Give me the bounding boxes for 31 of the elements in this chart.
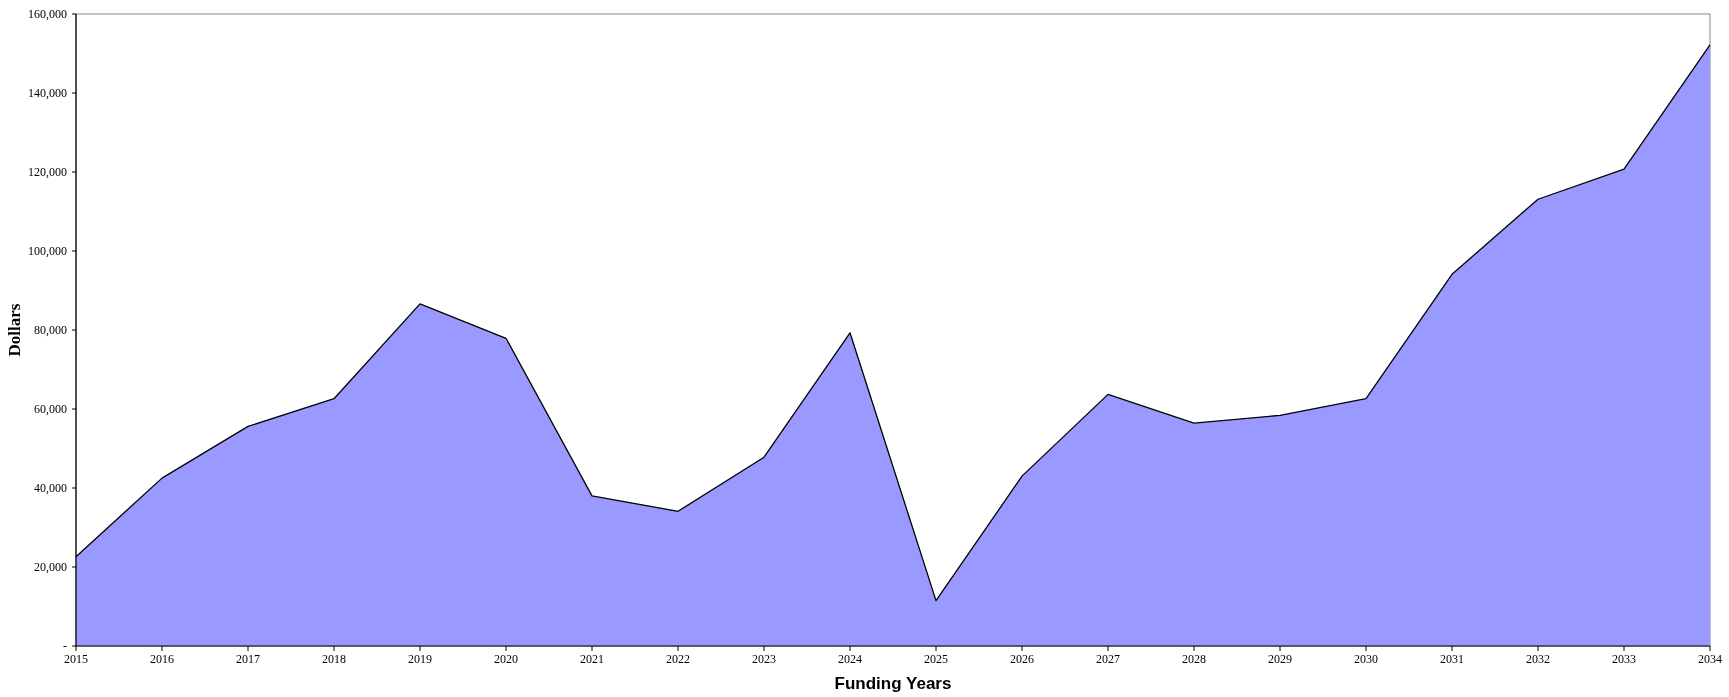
x-axis-title: Funding Years (834, 674, 952, 693)
x-tick-label: 2019 (408, 652, 432, 666)
x-tick-label: 2027 (1096, 652, 1120, 666)
x-tick-label: 2018 (322, 652, 346, 666)
x-tick-label: 2021 (580, 652, 604, 666)
x-tick-label: 2029 (1268, 652, 1292, 666)
x-tick-label: 2026 (1010, 652, 1034, 666)
y-tick-label: 160,000 (28, 7, 67, 22)
x-tick-label: 2017 (236, 652, 260, 666)
x-tick-label: 2034 (1698, 652, 1722, 666)
x-tick-label: 2032 (1526, 652, 1550, 666)
x-tick-label: 2025 (924, 652, 948, 666)
y-tick-label: 140,000 (28, 86, 67, 101)
y-tick-label: 120,000 (28, 165, 67, 180)
y-tick-label: 40,000 (34, 481, 67, 496)
x-tick-label: 2030 (1354, 652, 1378, 666)
y-tick-label: 60,000 (34, 402, 67, 417)
y-tick-label: - (63, 639, 67, 654)
x-tick-label: 2022 (666, 652, 690, 666)
y-tick-label: 80,000 (34, 323, 67, 338)
x-tick-label: 2028 (1182, 652, 1206, 666)
x-tick-label: 2020 (494, 652, 518, 666)
x-tick-label: 2016 (150, 652, 174, 666)
x-tick-label: 2023 (752, 652, 776, 666)
x-tick-label: 2024 (838, 652, 862, 666)
x-tick-label: 2031 (1440, 652, 1464, 666)
x-tick-label: 2015 (64, 652, 88, 666)
x-tick-label: 2033 (1612, 652, 1636, 666)
y-tick-label: 100,000 (28, 244, 67, 259)
y-tick-label: 20,000 (34, 560, 67, 575)
y-axis-title: Dollars (5, 303, 24, 357)
